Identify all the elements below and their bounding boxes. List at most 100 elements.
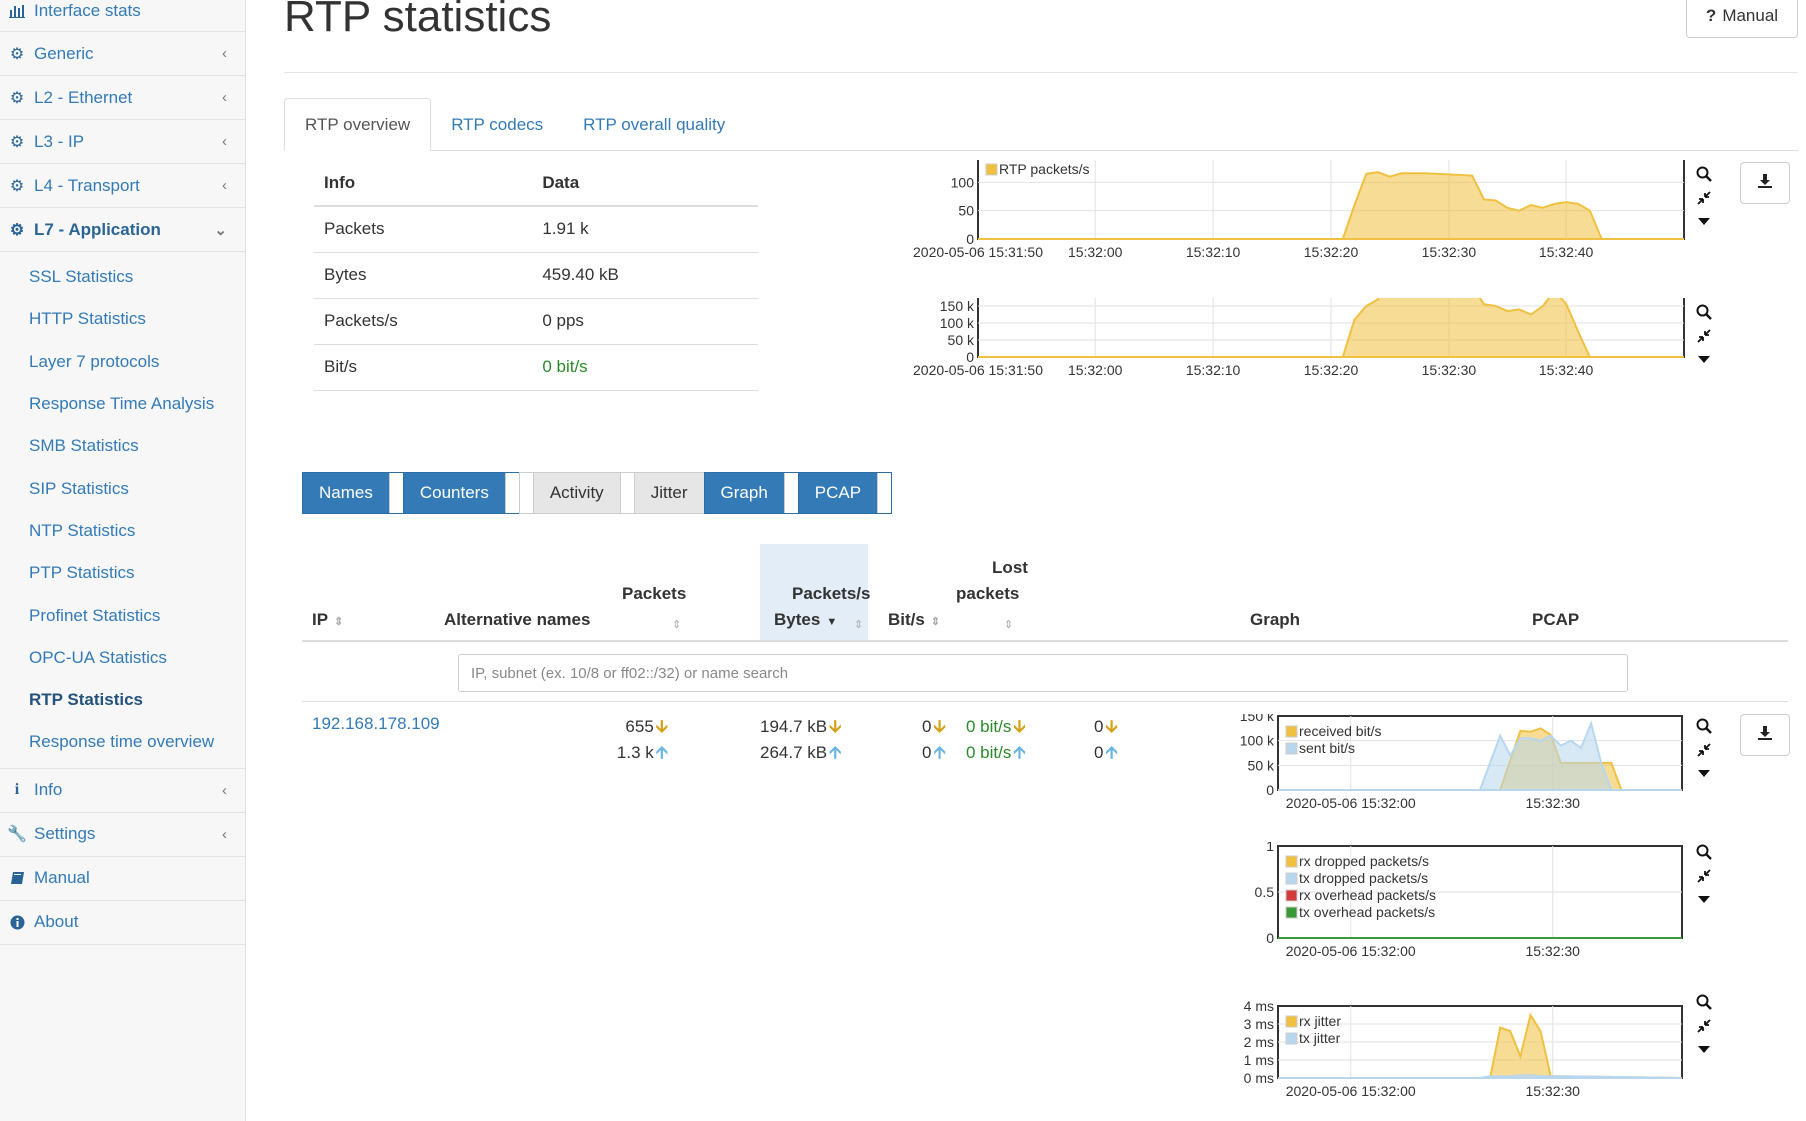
sidebar-subitem-sip[interactable]: SIP Statistics: [29, 478, 129, 498]
legend-swatch: [1285, 906, 1298, 919]
tab-rtp-overview[interactable]: RTP overview: [284, 98, 432, 151]
sidebar-item-l2-ethernet[interactable]: ⚙ L2 - Ethernet ‹: [0, 76, 245, 120]
table-row: Packets 1.91 k: [314, 206, 758, 253]
arrow-up-icon: 🡩: [933, 743, 946, 762]
chevron-left-icon: ‹: [222, 45, 227, 62]
caret-down-icon[interactable]: [1698, 210, 1710, 234]
sidebar-item-info[interactable]: i Info ‹: [0, 769, 245, 813]
arrow-down-icon: 🡫: [933, 717, 946, 736]
compress-icon[interactable]: [1697, 186, 1711, 210]
col-header-ip[interactable]: IP ⇕: [312, 610, 343, 630]
sidebar-subitem-layer7[interactable]: Layer 7 protocols: [29, 351, 160, 371]
legend-label: sent bit/s: [1299, 740, 1355, 756]
l7-submenu: SSL Statistics HTTP Statistics Layer 7 p…: [0, 252, 245, 769]
sidebar-item-settings[interactable]: 🔧 Settings ‹: [0, 813, 245, 857]
manual-button-label: Manual: [1722, 6, 1779, 25]
value: 0: [922, 717, 932, 736]
tab-rtp-overall-quality[interactable]: RTP overall quality: [583, 114, 726, 134]
sidebar-subitem-ssl[interactable]: SSL Statistics: [29, 267, 134, 287]
sidebar-subitem-response-time-analysis[interactable]: Response Time Analysis: [29, 394, 215, 414]
sidebar-subitem-smb[interactable]: SMB Statistics: [29, 436, 139, 456]
zoom-icon[interactable]: [1696, 840, 1712, 864]
packets-tx: 1.3 k 🡩: [617, 740, 668, 769]
overview-value: 0 bit/s: [532, 344, 758, 391]
col-header-bps[interactable]: Bit/s ⇕: [888, 610, 940, 630]
search-input[interactable]: [458, 654, 1628, 692]
col-header-packets[interactable]: Packets: [622, 584, 686, 604]
sidebar-subitem-ntp[interactable]: NTP Statistics: [29, 520, 136, 540]
pps-rx: 0 🡫: [922, 714, 946, 743]
x-tick-label: 2020-05-06 15:31:50: [913, 244, 1043, 260]
sidebar-item-about[interactable]: About: [0, 901, 245, 945]
x-tick-label: 15:32:20: [1304, 362, 1359, 378]
toggle-names[interactable]: Names: [302, 472, 404, 514]
toggle-counters[interactable]: Counters: [402, 472, 520, 514]
sort-icon: ⇕: [854, 619, 864, 631]
series-area: [978, 298, 1684, 358]
sidebar-item-interface-stats[interactable]: Interface stats: [0, 0, 245, 32]
info-icon: i: [14, 781, 20, 799]
compress-icon[interactable]: [1697, 864, 1711, 888]
toggle-activity[interactable]: Activity: [518, 472, 621, 514]
tab-rtp-codecs[interactable]: RTP codecs: [451, 114, 544, 134]
sidebar-item-l4-transport[interactable]: ⚙ L4 - Transport ‹: [0, 164, 245, 208]
caret-down-icon[interactable]: [1698, 888, 1710, 912]
compress-icon[interactable]: [1697, 738, 1711, 762]
sidebar-item-manual[interactable]: Manual: [0, 857, 245, 901]
host-ip-link[interactable]: 192.168.178.109: [312, 714, 440, 733]
caret-down-icon[interactable]: [1698, 1038, 1710, 1062]
sidebar-subitem-profinet[interactable]: Profinet Statistics: [29, 605, 161, 625]
compress-icon[interactable]: [1697, 1014, 1711, 1038]
lost-tx: 0 🡩: [1094, 740, 1118, 769]
chevron-left-icon: ‹: [222, 89, 227, 106]
chart-tools: [1692, 990, 1716, 1062]
x-tick-label: 15:32:30: [1525, 795, 1580, 811]
download-button[interactable]: [1740, 162, 1790, 204]
zoom-icon[interactable]: [1696, 162, 1712, 186]
col-header-pps[interactable]: Packets/s: [792, 584, 871, 603]
sidebar-item-l7-application[interactable]: ⚙ L7 - Application ⌄: [0, 208, 245, 252]
sidebar-subitem-rtp[interactable]: RTP Statistics: [29, 690, 144, 710]
host-jitter-chart: 0 ms 1 ms 2 ms 3 ms 4 ms 2020-05-06 15:32:00 1…: [1244, 998, 1683, 1099]
arrow-up-icon: 🡩: [829, 743, 842, 762]
y-tick-label: 50 k: [1248, 757, 1275, 773]
col-header-lost-1[interactable]: Lost: [992, 558, 1028, 577]
value: 0: [1094, 743, 1104, 762]
toggle-knob: [783, 473, 798, 513]
sidebar-subitem-response-time-overview[interactable]: Response time overview: [29, 732, 215, 752]
value: 0: [922, 743, 932, 762]
sidebar-item-label: L3 - IP: [34, 131, 85, 151]
toggle-label: Counters: [419, 483, 489, 502]
toggle-jitter[interactable]: Jitter: [619, 472, 705, 514]
y-tick-label: 100: [951, 174, 975, 190]
x-tick-label: 15:32:00: [1068, 362, 1123, 378]
arrow-up-icon: 🡩: [655, 743, 668, 762]
sidebar-subitem-opcua[interactable]: OPC-UA Statistics: [29, 647, 167, 667]
value: 264.7 kB: [760, 743, 828, 762]
col-header-bytes[interactable]: Bytes ▼: [774, 610, 837, 630]
col-header-lost-2[interactable]: packets: [956, 584, 1020, 603]
sort-desc-icon: ▼: [826, 616, 838, 628]
value: 194.7 kB: [760, 717, 828, 736]
y-tick-label: 1 ms: [1244, 1052, 1274, 1068]
x-tick-label: 15:32:40: [1539, 362, 1594, 378]
caret-down-icon[interactable]: [1698, 762, 1710, 786]
overview-label: Packets/s: [314, 298, 533, 345]
compress-icon[interactable]: [1697, 324, 1711, 348]
toggle-pcap[interactable]: PCAP: [797, 472, 893, 514]
sidebar-subitem-ptp[interactable]: PTP Statistics: [29, 563, 135, 583]
col-header-alt-names[interactable]: Alternative names: [444, 610, 591, 629]
bps-tx: 0 bit/s 🡩: [966, 740, 1026, 769]
zoom-icon[interactable]: [1696, 990, 1712, 1014]
manual-button[interactable]: ? Manual: [1686, 0, 1798, 38]
caret-down-icon[interactable]: [1698, 348, 1710, 372]
zoom-icon[interactable]: [1696, 300, 1712, 324]
zoom-icon[interactable]: [1696, 714, 1712, 738]
x-tick-label: 15:32:20: [1304, 244, 1359, 260]
pcap-download-button[interactable]: [1740, 714, 1790, 756]
toggle-graph[interactable]: Graph: [703, 472, 799, 514]
sidebar-item-generic[interactable]: ⚙ Generic ‹: [0, 32, 245, 76]
sidebar-item-l3-ip[interactable]: ⚙ L3 - IP ‹: [0, 120, 245, 164]
toggle-knob: [388, 473, 403, 513]
sidebar-subitem-http[interactable]: HTTP Statistics: [29, 309, 146, 329]
